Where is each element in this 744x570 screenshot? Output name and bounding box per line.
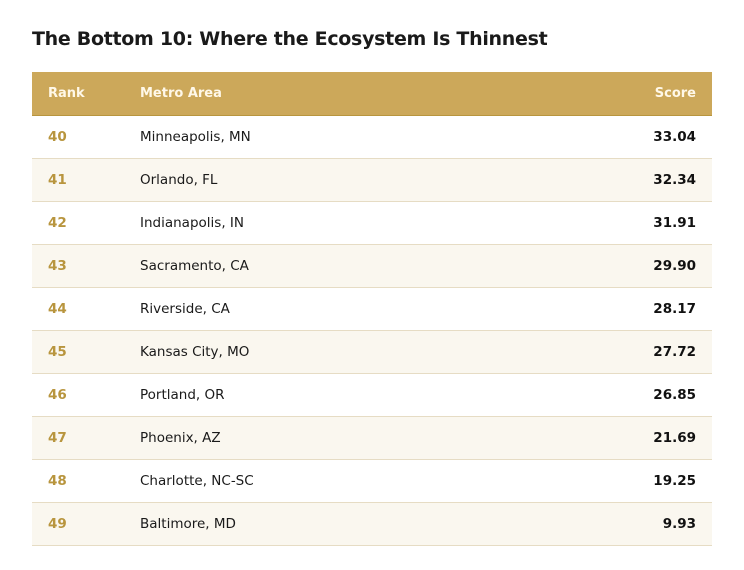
rank: 49 bbox=[32, 502, 140, 546]
score: 29.90 bbox=[517, 244, 712, 288]
title: The Bottom 10: Where the Ecosystem Is Th… bbox=[32, 28, 548, 50]
rank: 48 bbox=[32, 459, 140, 503]
rank: 42 bbox=[32, 201, 140, 245]
score: 19.25 bbox=[517, 459, 712, 503]
rank: 44 bbox=[32, 287, 140, 331]
score: 32.34 bbox=[517, 158, 712, 202]
metro-area: Minneapolis, MN bbox=[140, 115, 518, 159]
metro-area: Sacramento, CA bbox=[140, 244, 518, 288]
metro-area: Charlotte, NC-SC bbox=[140, 459, 518, 503]
rank: 43 bbox=[32, 244, 140, 288]
score: 28.17 bbox=[517, 287, 712, 331]
rank: 46 bbox=[32, 373, 140, 417]
rank: 41 bbox=[32, 158, 140, 202]
metro-area: Indianapolis, IN bbox=[140, 201, 518, 245]
table-row: 41 Orlando, FL 32.34 bbox=[32, 158, 712, 202]
score: 26.85 bbox=[517, 373, 712, 417]
metro-area: Phoenix, AZ bbox=[140, 416, 518, 460]
metro-area: Orlando, FL bbox=[140, 158, 518, 202]
table-row: 46 Portland, OR 26.85 bbox=[32, 373, 712, 417]
metro-area: Riverside, CA bbox=[140, 287, 518, 331]
score: 27.72 bbox=[517, 330, 712, 374]
table-row: 40 Minneapolis, MN 33.04 bbox=[32, 115, 712, 159]
score: 31.91 bbox=[517, 201, 712, 245]
score: 21.69 bbox=[517, 416, 712, 460]
table-row: 43 Sacramento, CA 29.90 bbox=[32, 244, 712, 288]
column-header: Score bbox=[517, 72, 712, 116]
table-row: 45 Kansas City, MO 27.72 bbox=[32, 330, 712, 374]
score: 33.04 bbox=[517, 115, 712, 159]
column-header: Metro Area bbox=[140, 72, 518, 116]
table-row: 44 Riverside, CA 28.17 bbox=[32, 287, 712, 331]
metro-area: Baltimore, MD bbox=[140, 502, 518, 546]
table-body: 40 Minneapolis, MN 33.04 41 Orlando, FL 32.34… bbox=[32, 115, 712, 546]
rank: 45 bbox=[32, 330, 140, 374]
table-row: 47 Phoenix, AZ 21.69 bbox=[32, 416, 712, 460]
score: 9.93 bbox=[517, 502, 712, 546]
table-row: 48 Charlotte, NC-SC 19.25 bbox=[32, 459, 712, 503]
table-head: Rank Metro Area Score bbox=[32, 72, 712, 116]
table-row: 49 Baltimore, MD 9.93 bbox=[32, 502, 712, 546]
column-header: Rank bbox=[32, 72, 140, 116]
metro-area: Kansas City, MO bbox=[140, 330, 518, 374]
rank: 47 bbox=[32, 416, 140, 460]
table-row: 42 Indianapolis, IN 31.91 bbox=[32, 201, 712, 245]
metro-area: Portland, OR bbox=[140, 373, 518, 417]
ranking-table: Rank Metro Area Score 40 Minneapolis, MN 33.… bbox=[32, 72, 712, 546]
header-row: Rank Metro Area Score bbox=[32, 72, 712, 116]
rank: 40 bbox=[32, 115, 140, 159]
